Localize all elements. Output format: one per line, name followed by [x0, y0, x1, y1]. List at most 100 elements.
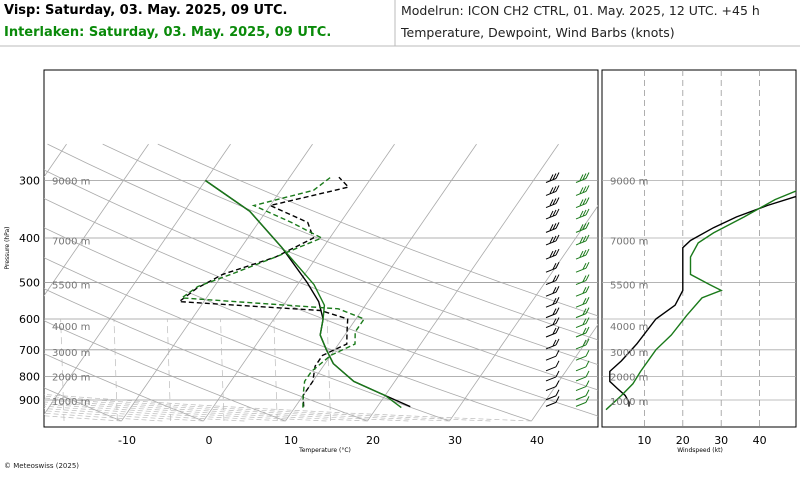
wind-height-label: 4000 m [610, 322, 648, 333]
interlaken-dewpoint-line [179, 176, 366, 408]
station-title-interlaken: Interlaken: Saturday, 03. May. 2025, 09 … [4, 25, 332, 40]
wind-barb [545, 222, 560, 233]
mixing-ratio-line [166, 318, 171, 422]
chart-subtitle: Temperature, Dewpoint, Wind Barbs (knots… [401, 25, 675, 40]
wind-height-label: 3000 m [610, 348, 648, 359]
pressure-tick-label: 300 [19, 175, 40, 188]
wind-barb [545, 317, 560, 329]
isotherm [531, 323, 598, 422]
wind-height-label: 1000 m [610, 397, 648, 408]
wind-barb [575, 370, 590, 382]
wind-barb [545, 396, 560, 407]
wind-barb [575, 360, 590, 372]
mixing-ratio-line [273, 318, 278, 422]
interlaken-temperature-line [205, 179, 402, 409]
wind-barb [575, 185, 590, 196]
wind-barb [545, 389, 560, 401]
wind-barb [545, 172, 560, 183]
temperature-tick-label: 40 [530, 434, 544, 447]
height-label: 9000 m [52, 177, 90, 188]
wind-barb [545, 349, 560, 361]
pressure-tick-label: 900 [19, 394, 40, 407]
dry-adiabat [44, 169, 598, 391]
windspeed-tick-label: 20 [676, 434, 690, 447]
wind-barb [545, 261, 560, 273]
temperature-tick-label: 30 [448, 434, 462, 447]
temperature-axis-label: Temperature (°C) [298, 447, 351, 454]
pressure-tick-label: 800 [19, 370, 40, 383]
pressure-tick-label: 600 [19, 313, 40, 326]
dry-adiabat [44, 320, 286, 422]
dry-adiabat [157, 143, 598, 317]
wind-barb [575, 296, 590, 308]
wind-barb [545, 274, 560, 286]
wind-barb [545, 326, 560, 338]
wind-frame [601, 69, 797, 428]
pressure-tick-label: 400 [19, 232, 40, 245]
mixing-ratio-line [113, 318, 118, 422]
visp-windspeed-line [609, 195, 796, 407]
wind-barb [575, 197, 590, 208]
wind-barb [545, 296, 560, 308]
isotherm [44, 143, 149, 297]
dry-adiabat [44, 227, 532, 422]
wind-barb [575, 317, 590, 329]
windspeed-axis-label: Windspeed (kt) [677, 447, 723, 454]
wind-barb [545, 248, 560, 260]
wind-height-label: 5500 m [610, 281, 648, 292]
wind-barb [575, 349, 590, 361]
wind-barb [545, 208, 560, 220]
height-label: 5500 m [52, 281, 90, 292]
wind-barb [545, 360, 560, 372]
wind-barb [545, 185, 560, 196]
mixing-ratio-line [220, 318, 225, 422]
height-label: 4000 m [52, 322, 90, 333]
wind-barb [545, 234, 560, 246]
wind-barb [575, 222, 590, 233]
wind-series [605, 190, 796, 411]
wind-labels: 10 20 30 40 9000 m 7000 m 5500 m 4000 m 3000 m 20… [610, 177, 767, 447]
isotherm [285, 143, 477, 422]
temperature-tick-label: 10 [284, 434, 298, 447]
wind-barb [545, 370, 560, 382]
mixing-ratio-line [60, 318, 65, 422]
wind-barb [545, 338, 560, 350]
moist-adiabat [44, 394, 532, 422]
wind-height-label: 2000 m [610, 372, 648, 383]
wind-barb [575, 285, 590, 297]
wind-barb [575, 380, 590, 392]
dry-adiabat [47, 143, 598, 366]
wind-barb [545, 197, 560, 208]
windspeed-tick-label: 10 [637, 434, 651, 447]
pressure-tick-label: 500 [19, 277, 40, 290]
windspeed-tick-label: 30 [714, 434, 728, 447]
dry-adiabat [44, 353, 204, 422]
temperature-tick-label: -10 [118, 434, 136, 447]
wind-barb [545, 380, 560, 392]
station-title-visp: Visp: Saturday, 03. May. 2025, 09 UTC. [4, 3, 288, 18]
skewt-grid [7, 143, 598, 422]
wind-barbs [545, 172, 590, 407]
isotherm [44, 143, 231, 416]
modelrun-label: Modelrun: ICON CH2 CTRL, 01. May. 2025, … [401, 3, 760, 18]
height-label: 1000 m [52, 397, 90, 408]
skewt-series [177, 176, 411, 409]
height-label: 3000 m [52, 348, 90, 359]
wind-barb [575, 389, 590, 401]
skewt-frame [43, 69, 599, 428]
wind-grid [602, 70, 796, 427]
dry-adiabat [44, 257, 450, 422]
dry-adiabat [102, 143, 598, 341]
wind-height-label: 7000 m [610, 236, 648, 247]
wind-barb [575, 396, 590, 407]
wind-barb [545, 285, 560, 297]
mixing-ratio-line [7, 319, 10, 421]
wind-barb [575, 172, 590, 183]
wind-barb [575, 208, 590, 220]
wind-barb [575, 234, 590, 246]
wind-barb [575, 261, 590, 273]
dry-adiabat [44, 288, 368, 422]
isotherm [449, 205, 598, 422]
